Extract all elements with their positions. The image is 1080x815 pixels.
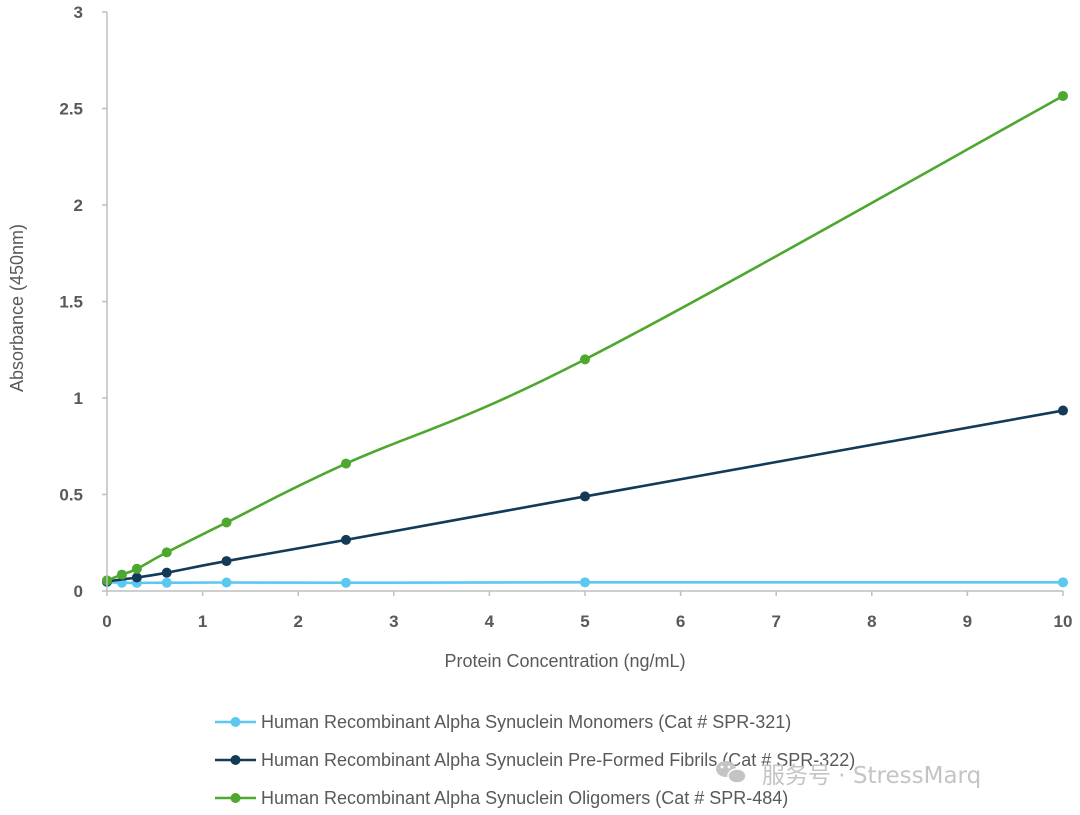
legend-marker-3 — [230, 793, 241, 803]
y-axis-label: Absorbance (450nm) — [7, 224, 27, 392]
x-tick-label: 7 — [771, 612, 780, 631]
series-1-point — [580, 577, 590, 588]
x-tick-label: 3 — [389, 612, 398, 631]
series-3-point — [221, 517, 232, 528]
series-2-point — [221, 556, 232, 567]
series-2-point — [580, 491, 590, 502]
series-2-point — [341, 534, 351, 545]
wechat-icon — [716, 761, 747, 784]
series-1-point — [161, 577, 172, 588]
legend-label-2: Human Recombinant Alpha Synuclein Pre-Fo… — [261, 750, 855, 770]
series-3-point — [341, 458, 351, 469]
y-tick-label: 2.5 — [59, 100, 83, 119]
x-tick-label: 8 — [867, 612, 876, 631]
x-tick-label: 4 — [485, 612, 495, 631]
series-2-point — [1058, 405, 1068, 416]
legend-marker-1 — [230, 717, 241, 727]
legend-label-3: Human Recombinant Alpha Synuclein Oligom… — [261, 788, 788, 808]
y-tick-label: 2 — [74, 196, 83, 215]
series-line-1 — [106, 580, 1064, 585]
x-tick-label: 6 — [676, 612, 685, 631]
x-tick-label: 0 — [102, 612, 111, 631]
x-tick-label: 2 — [293, 612, 302, 631]
x-tick-label: 10 — [1054, 612, 1073, 631]
series-3-point — [161, 547, 172, 558]
legend-label-1: Human Recombinant Alpha Synuclein Monome… — [261, 712, 791, 732]
y-tick-label: 0 — [74, 582, 83, 601]
series-line-3 — [106, 94, 1064, 582]
series-3-point — [131, 563, 142, 574]
series-1-point — [341, 577, 351, 588]
series-3-point — [1058, 90, 1068, 101]
axes: Protein Concentration (ng/mL) Absorbance… — [7, 3, 1072, 671]
x-tick-label: 9 — [963, 612, 972, 631]
x-tick-label: 1 — [198, 612, 207, 631]
y-tick-label: 1.5 — [59, 293, 83, 312]
series-3-point — [580, 354, 590, 365]
y-tick-label: 0.5 — [59, 486, 83, 505]
x-axis-label: Protein Concentration (ng/mL) — [444, 651, 685, 671]
series-1-point — [1058, 577, 1068, 588]
series-3-point — [116, 569, 127, 580]
watermark-text: 服务号 · StressMarq — [762, 763, 981, 789]
watermark: 服务号 · StressMarq — [716, 761, 981, 789]
y-tick-label: 3 — [74, 3, 83, 22]
series-2-point — [131, 572, 142, 583]
x-tick-label: 5 — [580, 612, 589, 631]
plot-area — [102, 90, 1068, 588]
series-1-point — [221, 577, 232, 588]
y-tick-label: 1 — [74, 389, 83, 408]
series-2-point — [161, 567, 172, 578]
legend-marker-2 — [230, 755, 241, 765]
legend: Human Recombinant Alpha Synuclein Monome… — [215, 712, 855, 808]
